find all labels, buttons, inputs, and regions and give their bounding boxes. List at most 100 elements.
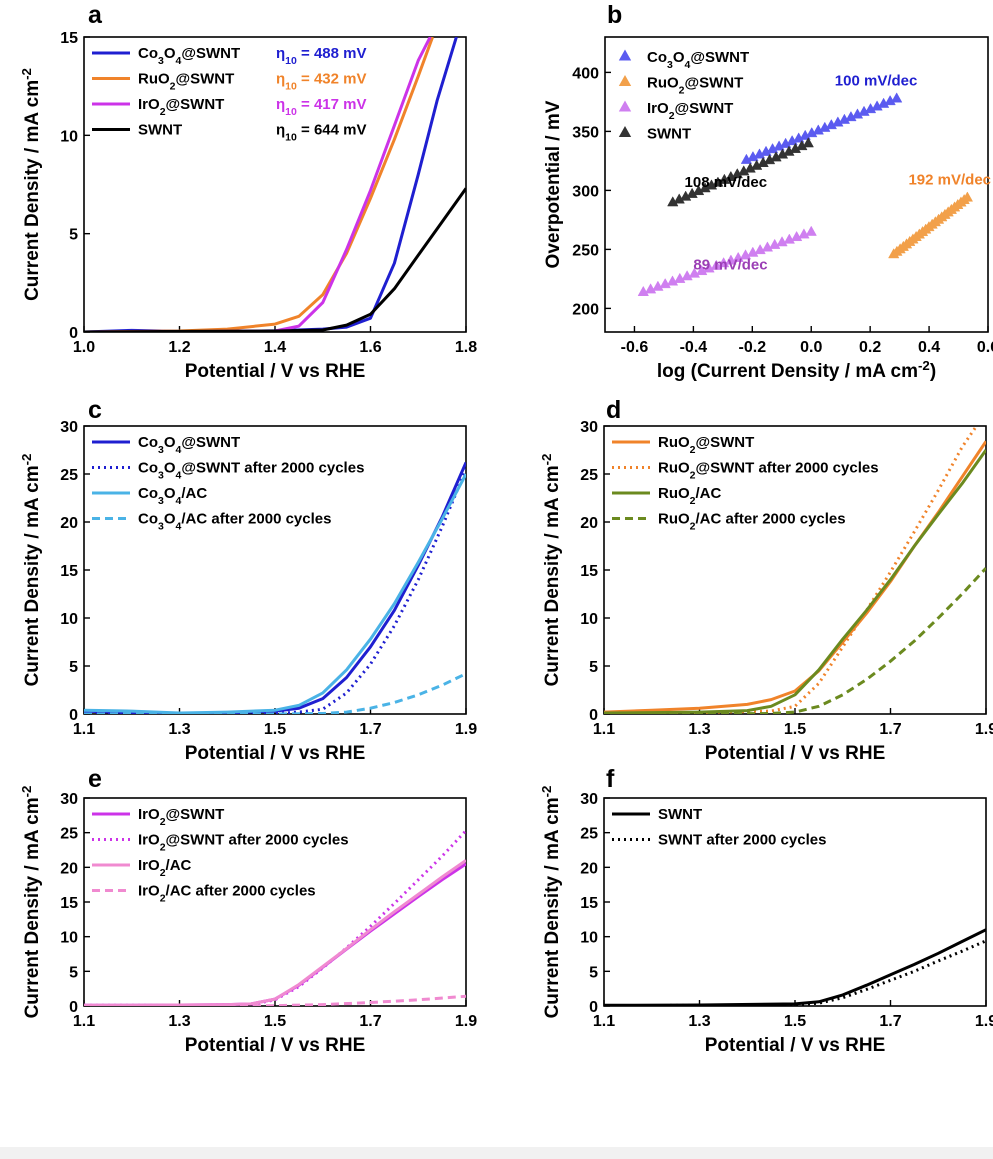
x-tick-label: 1.3 [688, 721, 710, 738]
x-tick-label: 0.0 [800, 339, 822, 356]
series-line [84, 859, 466, 1006]
x-tick-label: 1.5 [784, 1013, 806, 1030]
legend-marker [618, 126, 632, 138]
y-tick-label: 0 [69, 325, 78, 342]
legend-label: Co3O4@SWNT [138, 434, 240, 456]
legend-label: IrO2/AC after 2000 cycles [138, 883, 316, 905]
y-tick-label: 300 [572, 183, 599, 200]
legend-marker [618, 100, 632, 112]
series-line [84, 37, 432, 332]
series-line [604, 928, 986, 1006]
eta-annotation: η10 = 644 mV [276, 122, 367, 144]
y-tick-label: 0 [589, 999, 598, 1016]
y-axis-label: Current Density / mA cm-2 [19, 454, 44, 687]
series-line [84, 187, 466, 332]
x-tick-label: 1.2 [168, 339, 190, 356]
y-tick-label: 15 [60, 30, 78, 47]
scatter-point [674, 272, 686, 283]
y-tick-label: 0 [589, 707, 598, 724]
plot-area [84, 829, 466, 1006]
legend-label: Co3O4@SWNT [647, 49, 749, 71]
y-tick-label: 5 [69, 964, 78, 981]
scatter-point [776, 236, 788, 247]
y-tick-label: 5 [589, 659, 598, 676]
legend-label: RuO2@SWNT [647, 75, 743, 97]
scatter-point [891, 92, 903, 103]
series-line [604, 939, 986, 1006]
scatter-point [710, 259, 722, 270]
x-tick-label: 1.1 [73, 1013, 95, 1030]
series-line [84, 37, 435, 332]
legend-label: RuO2@SWNT after 2000 cycles [658, 460, 879, 482]
scatter-point [688, 267, 701, 278]
scatter-point [761, 241, 774, 252]
series-line [84, 468, 466, 714]
x-tick-label: 0.6 [977, 339, 993, 356]
y-axis-label: Current Density / mA cm-2 [19, 786, 44, 1019]
plot-area [637, 92, 974, 296]
y-tick-label: 20 [580, 515, 598, 532]
eta-annotation: η10 = 432 mV [276, 71, 367, 93]
scatter-point [681, 270, 693, 281]
scatter-point [769, 238, 781, 249]
y-tick-label: 10 [60, 128, 78, 145]
x-axis-label: Potential / V vs RHE [185, 361, 366, 382]
scatter-point [637, 285, 649, 296]
scatter-point [652, 280, 664, 291]
panel-a: 1.0 1.2 1.4 1.6 1.8 0 5 10 15 Potential / V vs RH… [19, 1, 478, 382]
x-tick-label: 1.9 [455, 1013, 477, 1030]
x-tick-label: -0.6 [621, 339, 649, 356]
series-line [84, 994, 466, 1006]
y-tick-label: 400 [572, 65, 599, 82]
panel-f: 1.1 1.3 1.5 1.7 1.9 0 5 10 15 20 25 30 Potential / V… [539, 765, 993, 1056]
legend-label: SWNT after 2000 cycles [658, 832, 826, 849]
x-tick-label: 1.3 [168, 1013, 190, 1030]
x-axis-label: Potential / V vs RHE [705, 743, 886, 764]
scatter-point [659, 278, 671, 289]
y-tick-label: 5 [589, 964, 598, 981]
y-tick-label: 25 [580, 467, 598, 484]
scatter-point [798, 228, 810, 239]
panel-label: b [607, 1, 622, 29]
panel-label: d [606, 396, 621, 424]
series-line [84, 672, 466, 714]
x-tick-label: 1.9 [975, 1013, 993, 1030]
x-tick-label: 1.1 [593, 1013, 615, 1030]
y-tick-label: 200 [572, 301, 599, 318]
y-tick-label: 30 [580, 419, 598, 436]
panel-d: 1.1 1.3 1.5 1.7 1.9 0 5 10 15 20 25 30 Potential / V… [539, 396, 993, 764]
y-tick-label: 5 [69, 227, 78, 244]
scatter-point [717, 257, 730, 268]
x-tick-label: 1.3 [688, 1013, 710, 1030]
legend-label: Co3O4/AC after 2000 cycles [138, 511, 331, 533]
y-tick-label: 15 [60, 895, 78, 912]
series-line [604, 440, 986, 714]
x-axis-label: Potential / V vs RHE [705, 1035, 886, 1056]
panel-label: a [88, 1, 103, 29]
slope-label: 89 mV/dec [693, 256, 767, 273]
scatter-point [666, 275, 679, 286]
legend-label: IrO2@SWNT [138, 96, 224, 118]
x-tick-label: -0.4 [680, 339, 708, 356]
x-tick-label: 1.7 [359, 1013, 381, 1030]
panel-e: 1.1 1.3 1.5 1.7 1.9 0 5 10 15 20 25 30 Potential / V… [19, 765, 478, 1056]
y-tick-label: 250 [572, 242, 599, 259]
legend-label: SWNT [647, 126, 691, 143]
series-line [604, 449, 986, 714]
legend-label: RuO2/AC [658, 485, 722, 507]
axes-frame [603, 797, 987, 1007]
legend-label: SWNT [138, 122, 182, 139]
legend-label: RuO2/AC after 2000 cycles [658, 511, 846, 533]
legend-label: SWNT [658, 806, 702, 823]
y-tick-label: 30 [580, 791, 598, 808]
y-tick-label: 20 [60, 515, 78, 532]
y-tick-label: 15 [60, 563, 78, 580]
panel-label: c [88, 396, 102, 424]
eta-annotation: η10 = 417 mV [276, 96, 367, 118]
x-tick-label: 1.4 [264, 339, 286, 356]
scatter-point [747, 246, 759, 257]
y-tick-label: 15 [580, 563, 598, 580]
legend-label: Co3O4/AC [138, 485, 207, 507]
legend-label: IrO2@SWNT after 2000 cycles [138, 832, 349, 854]
scatter-point [644, 283, 657, 294]
